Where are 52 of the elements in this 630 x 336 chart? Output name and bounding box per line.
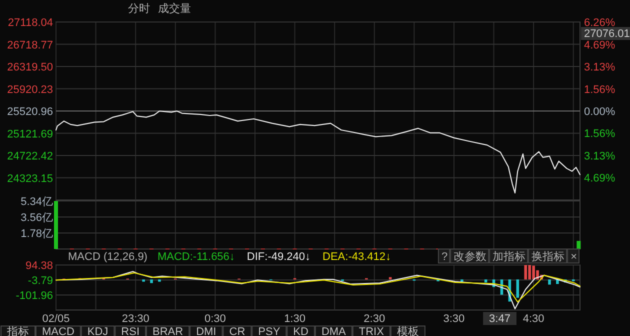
legend-title: MACD (12,26,9) [68, 251, 148, 263]
text: ? [441, 251, 448, 263]
text: 改参数 [454, 250, 487, 263]
text: 换指标 [532, 251, 565, 263]
series-label: DEA:-43.412↓ [322, 251, 391, 263]
y2-tick-label: 0.00% [584, 106, 616, 118]
series-label: DIF:-49.240↓ [246, 251, 311, 263]
y2-tick-label: 1.56% [584, 84, 616, 96]
y-tick-label: -3.79 [28, 275, 53, 287]
x-tick-label: 4:30 [522, 313, 544, 325]
x-tick-label: 23:30 [122, 313, 150, 325]
y-tick-label: 26718.77 [7, 39, 53, 52]
text: RSI [121, 326, 140, 336]
y2-tick-label: 6.26% [584, 17, 616, 29]
y2-tick-label: 4.69% [584, 172, 616, 185]
x-tick-label: 3:30 [443, 313, 465, 325]
y-tick-label: -101.96 [16, 290, 53, 302]
x-tick-label: 0:30 [204, 313, 226, 325]
y-tick-label: 25920.23 [7, 84, 53, 96]
y-tick-label: 25121.69 [7, 128, 53, 140]
series-label: MACD:-11.656↓ [157, 251, 235, 263]
text: DMI [196, 326, 216, 336]
text: 成交量 [158, 2, 191, 15]
y-tick-label: 24722.42 [7, 150, 53, 162]
text: 分时 [128, 2, 150, 15]
text: KDJ [87, 326, 108, 336]
y-tick-label: 94.38 [25, 260, 53, 272]
y2-tick-label: 3.13% [584, 62, 616, 74]
y-tick-label: 5.34亿 [20, 196, 53, 208]
text: × [570, 251, 577, 263]
text: BRAR [152, 326, 184, 336]
text: TRIX [358, 326, 385, 336]
text: PSY [258, 326, 281, 336]
text: MACD [42, 326, 74, 336]
text: 加指标 [492, 250, 526, 263]
y-tick-label: 3.56亿 [20, 212, 53, 224]
text: 27076.01 [584, 28, 630, 40]
y2-tick-label: 3.13% [584, 150, 616, 162]
y2-tick-label: 4.69% [584, 39, 616, 52]
y-tick-label: 27118.04 [8, 17, 53, 29]
text: 3:47 [489, 313, 510, 325]
y2-tick-label: 1.56% [584, 128, 616, 140]
y-tick-label: 1.78亿 [20, 228, 53, 240]
text: DMA [321, 326, 347, 336]
text: KD [293, 326, 308, 336]
y-tick-label: 24323.15 [7, 172, 53, 185]
x-tick-label: 1:30 [284, 313, 306, 325]
x-tick-label: 2:30 [364, 313, 386, 325]
y-tick-label: 25520.96 [7, 106, 53, 118]
x-tick-label: 02/05 [42, 313, 70, 325]
y-tick-label: 26319.50 [7, 62, 53, 74]
text: CR [229, 326, 246, 336]
